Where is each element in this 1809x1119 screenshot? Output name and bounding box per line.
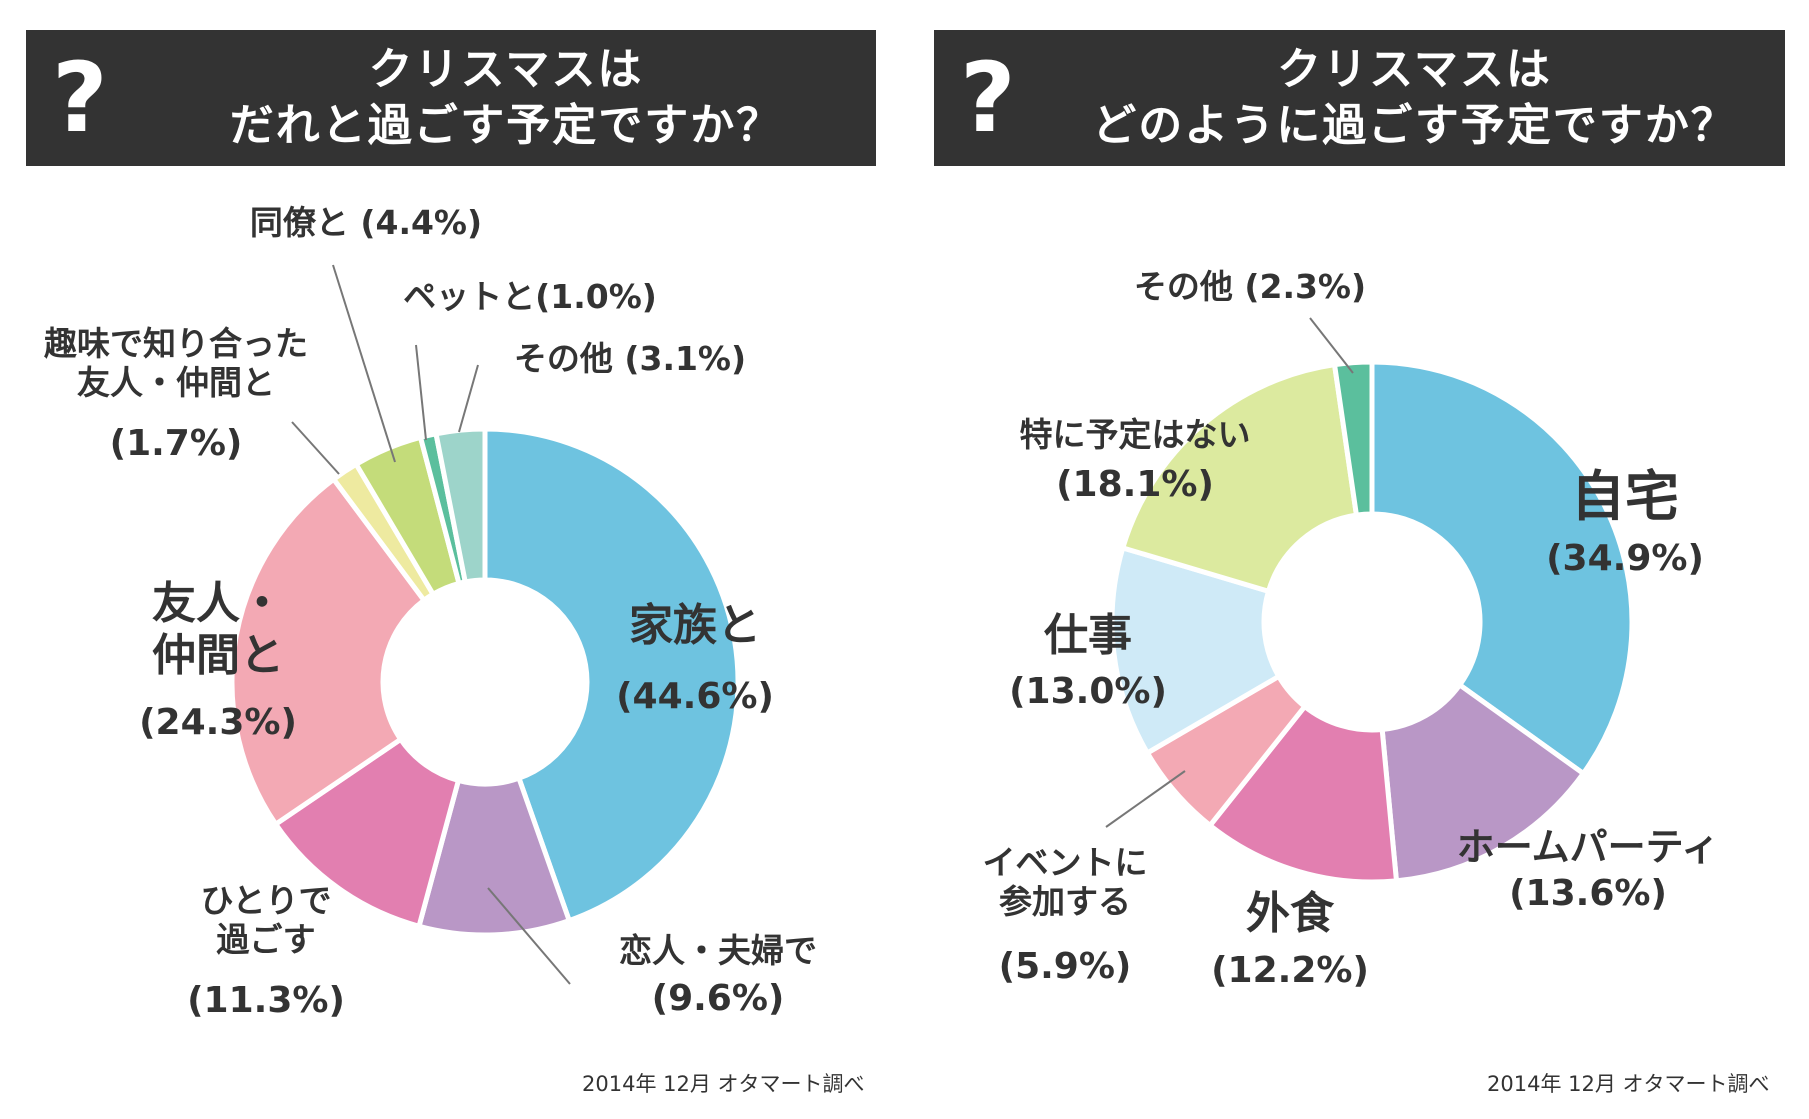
chart1-label-3-percent: (11.3%) <box>187 980 345 1021</box>
chart1-label-2-percent: (9.6%) <box>652 978 785 1019</box>
chart2-title: クリスマスは どのように過ごす予定ですか？ <box>1064 42 1765 154</box>
chart1-label-5-line-1: 趣味で知り合った <box>44 324 308 363</box>
question-mark-icon: ? <box>960 42 1016 154</box>
chart1-donut <box>229 426 741 938</box>
question-mark-icon: ? <box>52 42 108 154</box>
chart1-label-6-line-1: 同僚と (4.4%) <box>250 203 482 242</box>
chart2-label-6-line-1: 特に予定はない <box>1020 415 1251 454</box>
chart2-slice-6 <box>1119 361 1360 595</box>
chart2-leader-line-7 <box>1309 317 1354 374</box>
chart2-leader-line-4 <box>1105 770 1186 828</box>
chart1-label-5-percent: (1.7%) <box>110 423 243 464</box>
chart1-label-3-line-2: 過ごす <box>216 920 315 959</box>
chart1-title-line2: だれと過ごす予定ですか？ <box>229 100 783 151</box>
chart2-slice-5 <box>1109 544 1283 757</box>
chart1-label-5-line-2: 友人・仲間と <box>77 363 275 402</box>
chart1-leader-line-2 <box>487 887 571 985</box>
chart2-source-credit: 2014年 12月 オタマート調べ <box>1487 1072 1770 1096</box>
chart1-label-3-line-1: ひとりで <box>200 881 331 920</box>
chart1-title-banner: ? クリスマスは だれと過ごす予定ですか？ <box>26 30 876 166</box>
chart2-donut <box>1109 359 1635 885</box>
chart2-label-6-percent: (18.1%) <box>1056 464 1214 505</box>
chart2-slice-3 <box>1206 702 1400 885</box>
chart2-label-4-percent: (5.9%) <box>999 946 1132 987</box>
chart1-slice-4 <box>229 475 428 828</box>
chart1-slice-1 <box>482 426 741 924</box>
chart1-label-2-line-1: 恋人・夫婦で <box>619 931 817 970</box>
chart1-slice-3 <box>272 735 462 930</box>
chart2-label-5-percent: (13.0%) <box>1009 671 1167 712</box>
chart1-label-7-line-1: ペットと(1.0%) <box>403 277 657 316</box>
chart1-title: クリスマスは だれと過ごす予定ですか？ <box>156 42 856 154</box>
chart2-label-3-line-1: 外食 <box>1246 888 1335 939</box>
chart2-title-banner: ? クリスマスは どのように過ごす予定ですか？ <box>934 30 1785 166</box>
chart1-label-1-percent: (44.6%) <box>616 676 774 717</box>
chart2-label-5-line-1: 仕事 <box>1044 610 1132 661</box>
chart2-label-2-line-1: ホームパーティ <box>1457 825 1720 869</box>
chart2-slice-2 <box>1379 681 1587 884</box>
chart2-label-2-percent: (13.6%) <box>1509 873 1667 914</box>
chart1-leader-line-8 <box>458 364 479 433</box>
chart1-label-4-percent: (24.3%) <box>139 702 297 743</box>
chart1-label-1-line-1: 家族と <box>629 600 761 651</box>
chart2-slice-7 <box>1331 359 1375 518</box>
chart1-leader-line-7 <box>415 344 427 441</box>
chart2-label-1-percent: (34.9%) <box>1546 538 1704 579</box>
chart2-title-line1: クリスマスは <box>1277 44 1552 95</box>
chart1-label-4-line-2: 仲間と <box>152 630 284 681</box>
chart2-label-1-line-1: 自宅 <box>1571 465 1679 528</box>
chart1-title-line1: クリスマスは <box>368 44 644 95</box>
chart1-leader-line-6 <box>332 264 396 463</box>
chart1-label-8-line-1: その他 (3.1%) <box>514 339 746 378</box>
chart2-label-4-line-2: 参加する <box>999 882 1131 921</box>
chart2-title-line2: どのように過ごす予定ですか？ <box>1092 100 1737 151</box>
chart2-label-4-line-1: イベントに <box>983 843 1148 882</box>
chart1-source-credit: 2014年 12月 オタマート調べ <box>582 1072 865 1096</box>
chart1-slice-8 <box>433 426 488 585</box>
chart1-label-4-line-1: 友人・ <box>152 578 284 629</box>
chart1-leader-line-5 <box>291 421 340 475</box>
chart2-label-7-line-1: その他 (2.3%) <box>1134 267 1366 306</box>
chart2-slice-1 <box>1369 359 1635 777</box>
chart2-label-3-percent: (12.2%) <box>1211 950 1369 991</box>
